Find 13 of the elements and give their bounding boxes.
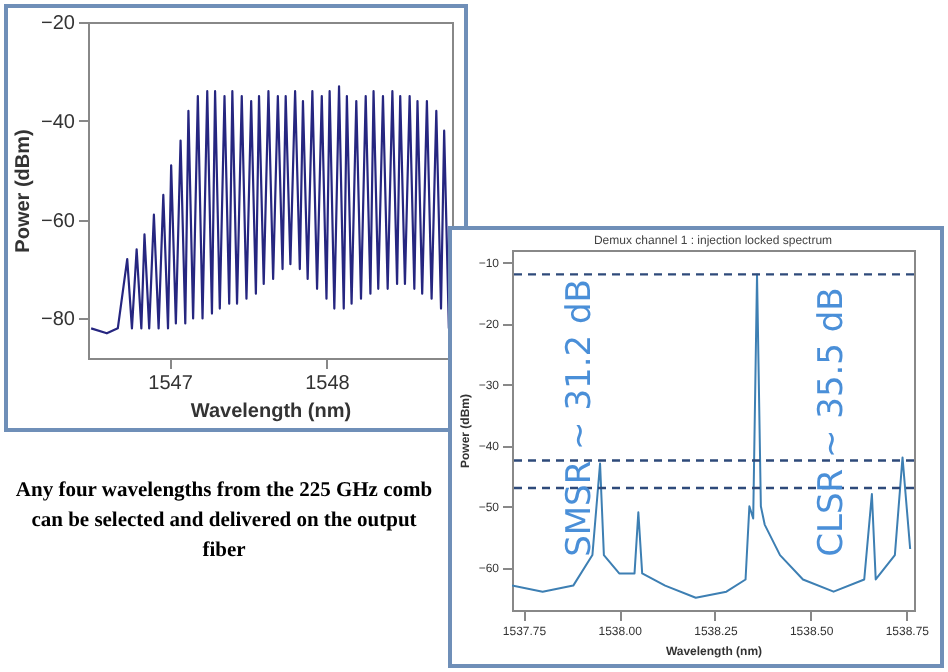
x-tick-label: 1547 [148,373,194,395]
x-axis-title: Wavelength (nm) [190,401,352,423]
y-axis-title: Power (dBm) [13,129,36,253]
annotation: CLSR ~ 35.5 dB [812,287,852,557]
text: Any four wavelengths from the 225 GHz comb can be selected and delivered on the output fiber [13,478,435,566]
y-tick-label: −40 [41,111,76,134]
line-series [512,273,912,599]
line-series [90,85,450,335]
x-tick-label: 1548 [305,373,351,395]
annotation: SMSR ~ 31.2 dB [560,279,600,557]
y-tick-label: −60 [41,210,76,233]
y-tick-label: −80 [41,309,76,332]
y-tick-label: −20 [41,13,76,35]
